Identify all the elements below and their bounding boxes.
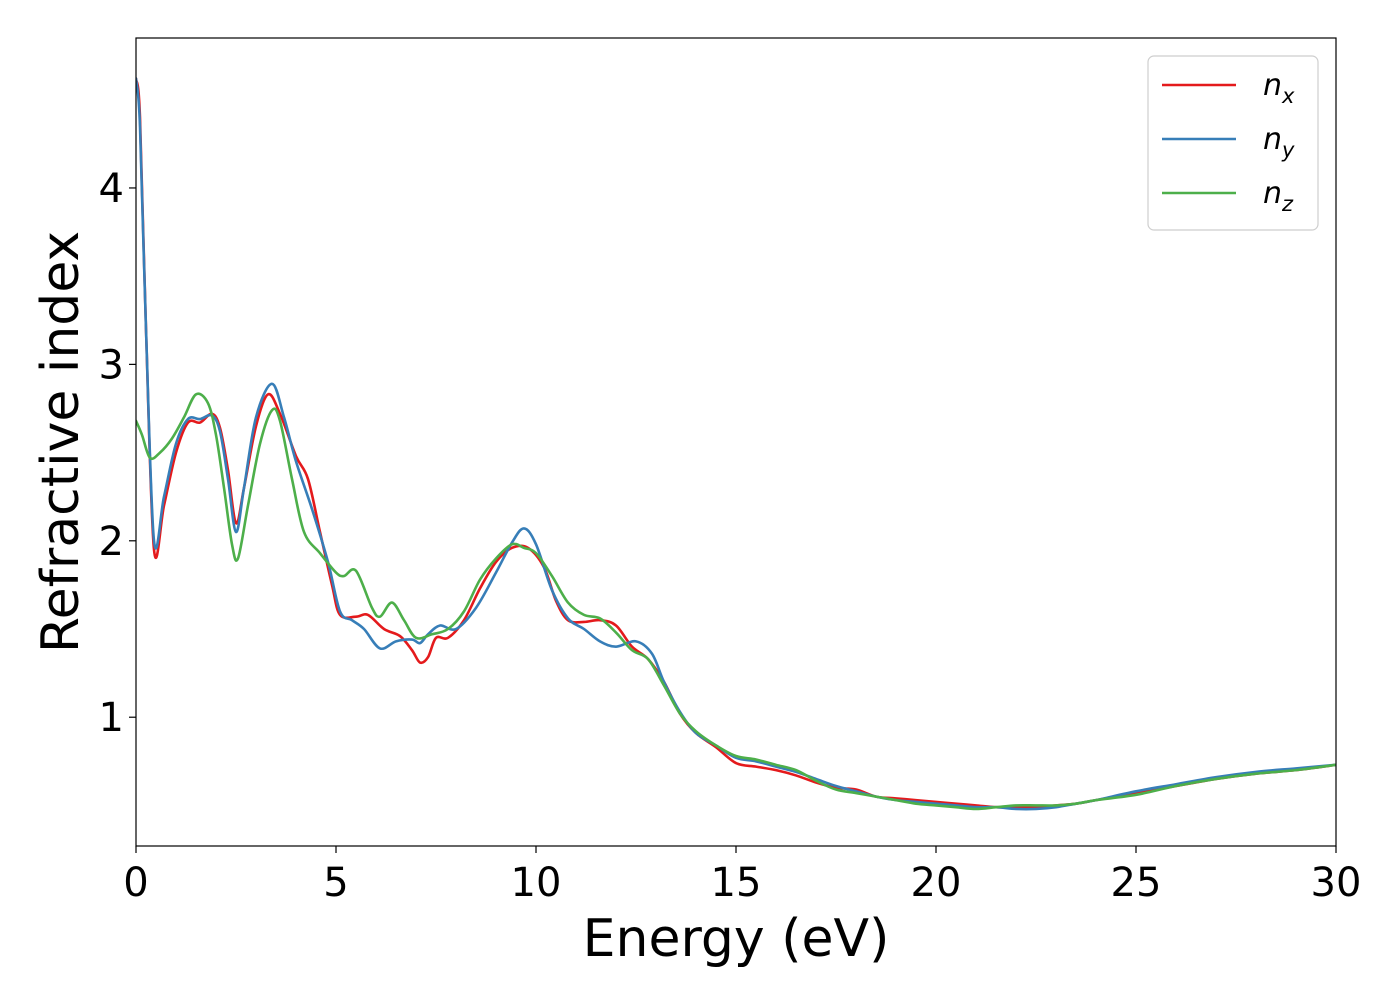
x-tick-label-20: 20 [911,860,962,906]
y-tick-label-1: 1 [99,695,124,741]
series-line-z [136,392,1336,811]
x-tick-label-5: 5 [323,860,348,906]
x-tick-label-30: 30 [1311,860,1362,906]
y-tick-label-2: 2 [99,519,124,565]
legend-label-z: nz [1263,176,1294,216]
x-axis-label: Energy (eV) [583,909,890,969]
y-axis-ticks: 1 2 3 4 [99,166,136,741]
x-tick-label-25: 25 [1111,860,1162,906]
y-tick-label-3: 3 [99,342,124,388]
x-axis-ticks: 0 5 10 15 20 25 30 [123,846,1361,906]
plot-frame [135,37,1337,847]
x-tick-label-10: 10 [511,860,562,906]
y-axis-label: Refractive index [31,231,91,653]
plot-background [136,38,1336,846]
series-layer [136,77,1336,811]
x-tick-label-15: 15 [711,860,762,906]
y-tick-label-4: 4 [99,166,124,212]
series-line-y [136,77,1336,811]
legend-frame [1147,55,1319,231]
x-tick-label-0: 0 [123,860,148,906]
